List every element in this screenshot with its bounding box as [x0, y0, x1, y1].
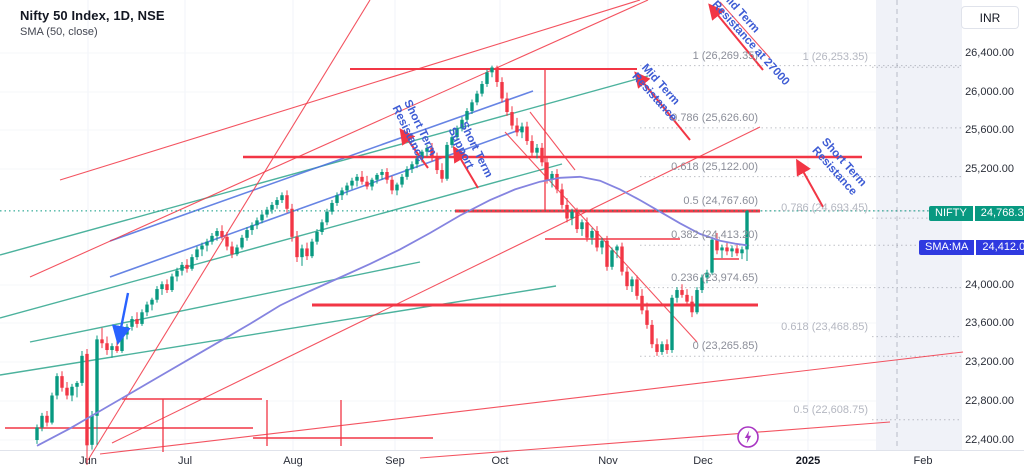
blue-down-arrow[interactable]	[111, 292, 131, 346]
indicator-legend[interactable]: SMA (50, close)	[20, 26, 98, 38]
annotation-arrows[interactable]	[111, 3, 824, 346]
red-arrow[interactable]	[634, 71, 691, 141]
price-axis-label: 24,000.00	[965, 279, 1014, 291]
time-axis-label[interactable]: Oct	[491, 455, 509, 467]
price-axis-label: 22,800.00	[965, 395, 1014, 407]
fib-level-label: 0.236 (23,974.65)	[671, 271, 758, 284]
time-axis-label[interactable]: Jun	[79, 455, 97, 467]
fib-level-label: 0.5 (22,608.75)	[793, 403, 868, 416]
fib-level-label: 0.618 (23,468.85)	[781, 320, 868, 333]
last-price-symbol: NIFTY	[929, 205, 973, 221]
time-axis-label[interactable]: Aug	[283, 455, 303, 467]
candlestick-series	[35, 65, 749, 465]
sma-value-badge: SMA:MA 24,412.03	[919, 239, 1024, 255]
fib-retracement-lines[interactable]	[640, 65, 962, 421]
flash-event-icon[interactable]	[736, 425, 760, 454]
red-arrow[interactable]	[399, 128, 429, 169]
currency-button[interactable]: INR	[961, 6, 1019, 29]
price-axis-label: 25,200.00	[965, 163, 1014, 175]
sma-badge-value: 24,412.03	[976, 239, 1024, 255]
price-axis-label: 23,600.00	[965, 317, 1014, 329]
time-axis-label[interactable]: Dec	[693, 455, 713, 467]
sma-badge-label: SMA:MA	[919, 239, 975, 255]
last-price-value: 24,768.30	[974, 205, 1024, 221]
symbol-title[interactable]: Nifty 50 Index, 1D, NSE	[20, 8, 165, 23]
fib-level-label: 0.786 (24,693.45)	[781, 202, 868, 215]
price-axis-label: 26,400.00	[965, 47, 1014, 59]
sma-50-line	[36, 175, 748, 447]
fib-level-label: 0.382 (24,413.20)	[671, 229, 758, 242]
blue-channel-lines[interactable]	[109, 90, 534, 278]
fib-level-label: 0.618 (25,122.00)	[671, 160, 758, 173]
time-axis-label[interactable]: Nov	[598, 455, 618, 467]
future-projection-band	[876, 0, 962, 450]
price-axis-label: 22,400.00	[965, 434, 1014, 446]
fib-level-label: 0 (23,265.85)	[692, 340, 758, 353]
price-axis-label: 26,000.00	[965, 86, 1014, 98]
green-trend-lines[interactable]	[0, 75, 649, 376]
red-trend-lines[interactable]	[29, 0, 964, 461]
fib-level-label: 0.786 (25,626.60)	[671, 111, 758, 124]
time-axis-label[interactable]: Jul	[177, 455, 193, 467]
red-arrow[interactable]	[708, 3, 764, 71]
red-arrow[interactable]	[796, 158, 824, 208]
fib-level-label: 1 (26,253.35)	[802, 51, 868, 64]
red-arrow[interactable]	[452, 145, 479, 189]
time-axis-label[interactable]: 2025	[795, 455, 821, 467]
price-axis-label: 25,600.00	[965, 124, 1014, 136]
time-axis-label[interactable]: Sep	[385, 455, 405, 467]
fib-level-label: 0.5 (24,767.60)	[683, 194, 758, 207]
fib-level-label: 1 (26,269.35)	[692, 49, 758, 62]
price-axis-label: 23,200.00	[965, 356, 1014, 368]
last-price-badge: NIFTY 24,768.30	[929, 205, 1024, 221]
time-axis-label[interactable]: Feb	[913, 455, 933, 467]
symbol-legend[interactable]: Nifty 50 Index, 1D, NSE SMA (50, close)	[20, 8, 165, 38]
